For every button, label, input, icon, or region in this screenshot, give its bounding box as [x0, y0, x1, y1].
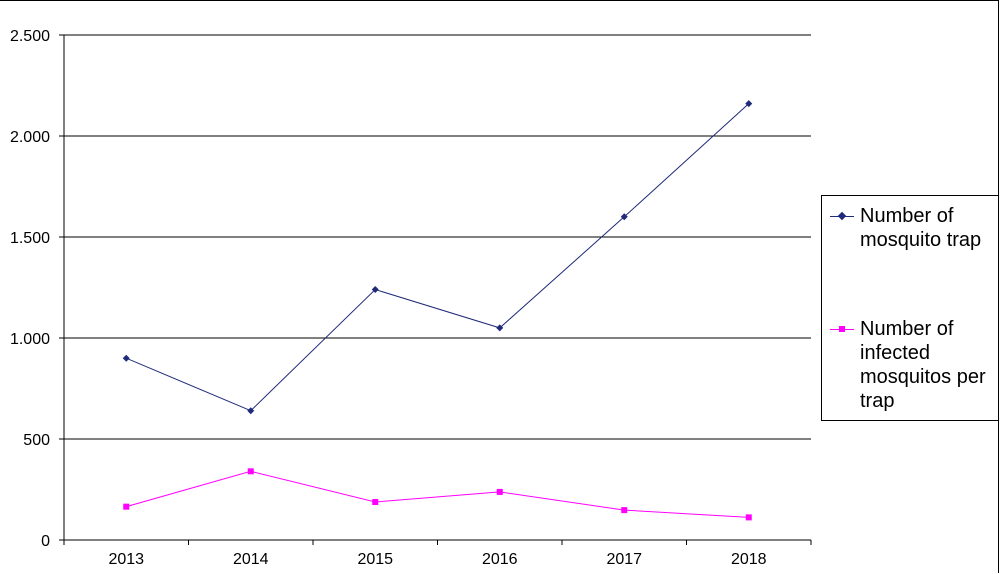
- series-line-0: [126, 103, 750, 412]
- legend-item-infected: Number of infected mosquitos per trap: [830, 317, 990, 413]
- data-point: [621, 507, 628, 514]
- data-point: [123, 503, 130, 510]
- x-tick-label-2013: 2013: [108, 551, 144, 568]
- legend-swatch-trap: [830, 204, 854, 222]
- data-point: [247, 468, 254, 475]
- y-tick-label: 500: [23, 432, 50, 449]
- grid-lines: [64, 34, 811, 440]
- data-point: [247, 407, 255, 415]
- series-group: [122, 100, 753, 521]
- y-tick-label: 1.500: [10, 230, 50, 247]
- x-tick-label-2018: 2018: [731, 551, 767, 568]
- y-tick-label: 2.000: [10, 129, 50, 146]
- data-point: [745, 514, 752, 521]
- y-tick-label: 1.000: [10, 331, 50, 348]
- data-point: [372, 499, 379, 506]
- legend-label-infected: Number of infected mosquitos per trap: [860, 318, 986, 412]
- data-point: [122, 354, 130, 362]
- x-tick-label-2016: 2016: [482, 551, 518, 568]
- legend-label-trap: Number of mosquito trap: [860, 205, 982, 251]
- y-axis-ticks: 0 500 1.000 1.500 2.000 2.500: [10, 28, 64, 550]
- data-point: [745, 100, 753, 108]
- legend-swatch-infected: [830, 317, 854, 335]
- axes: [63, 35, 811, 541]
- data-point: [496, 324, 504, 332]
- data-point: [620, 213, 628, 221]
- y-tick-label: 0: [41, 533, 50, 550]
- series-line-1: [126, 470, 749, 518]
- data-point: [371, 286, 379, 294]
- legend: Number of mosquito trap Number of infect…: [821, 195, 999, 421]
- series-0: [122, 100, 753, 415]
- x-tick-label-2017: 2017: [606, 551, 642, 568]
- data-point: [496, 488, 503, 495]
- x-axis-ticks: 2013 2014 2015 2016 2017 2018: [63, 540, 812, 568]
- series-1: [123, 468, 752, 521]
- y-tick-label: 2.500: [10, 28, 50, 45]
- x-tick-label-2015: 2015: [357, 551, 393, 568]
- legend-item-trap: Number of mosquito trap: [830, 204, 990, 252]
- x-tick-label-2014: 2014: [233, 551, 269, 568]
